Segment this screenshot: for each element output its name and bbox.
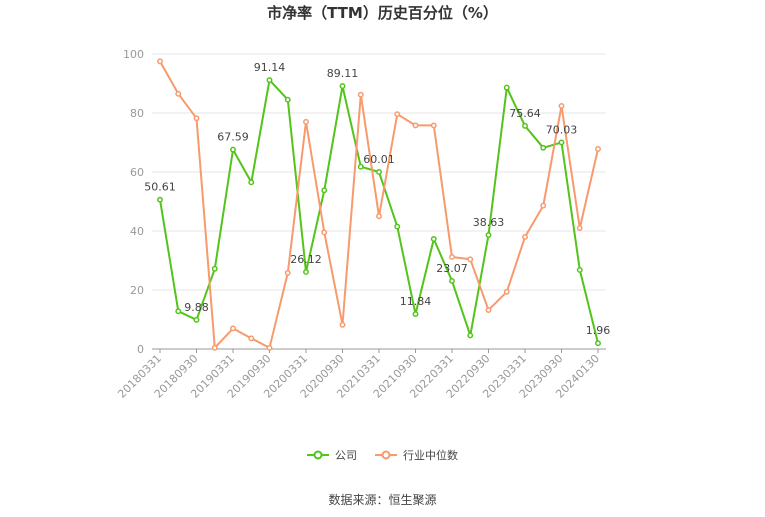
data-label: 9.88 [184, 301, 209, 314]
data-point-industry [303, 118, 309, 125]
legend-marker-company [307, 450, 329, 460]
data-point-industry [576, 225, 583, 232]
data-point-industry [558, 102, 565, 109]
legend-marker-industry [375, 450, 397, 460]
data-label: 60.01 [363, 153, 395, 166]
data-point-industry [540, 202, 547, 209]
data-point-industry [339, 321, 346, 328]
data-label: 26.12 [290, 253, 322, 266]
data-point-company [357, 163, 364, 170]
data-point-company [595, 340, 601, 347]
legend: 公司 行业中位数 [0, 447, 765, 463]
data-point-company [430, 236, 437, 242]
data-point-industry [430, 122, 437, 129]
legend-item-industry[interactable]: 行业中位数 [375, 447, 458, 463]
legend-label-industry: 行业中位数 [403, 449, 458, 462]
data-point-industry [211, 344, 218, 351]
data-point-company [449, 277, 455, 284]
data-point-company [248, 179, 255, 186]
data-point-company [284, 96, 291, 103]
y-tick-label: 40 [130, 225, 144, 238]
data-point-industry [595, 146, 601, 152]
data-point-company [211, 265, 218, 272]
data-point-industry [485, 307, 492, 314]
data-label: 38.63 [473, 216, 505, 229]
line-chart: 0204060801002018033120180930201903312019… [115, 48, 610, 401]
data-point-company [230, 146, 236, 153]
data-point-industry [376, 213, 382, 220]
y-tick-label: 80 [130, 107, 144, 120]
legend-item-company[interactable]: 公司 [307, 447, 357, 463]
data-label: 23.07 [436, 262, 468, 275]
data-point-industry [193, 115, 200, 122]
data-point-company [576, 266, 583, 273]
data-point-company [540, 144, 547, 151]
data-point-industry [503, 288, 510, 295]
source-note: 数据来源：恒生聚源 [328, 493, 437, 507]
data-point-company [339, 83, 346, 90]
data-label: 70.03 [546, 123, 578, 136]
data-point-company [522, 122, 528, 129]
data-label: 11.84 [400, 295, 432, 308]
data-point-company [321, 187, 328, 194]
y-tick-label: 100 [123, 48, 144, 61]
data-point-industry [175, 90, 182, 97]
y-tick-label: 60 [130, 166, 144, 179]
data-label: 91.14 [254, 61, 286, 74]
data-point-company [376, 169, 382, 175]
data-point-company [266, 77, 273, 84]
data-point-company [467, 332, 474, 339]
data-point-company [503, 84, 510, 91]
data-point-industry [266, 344, 273, 351]
data-point-industry [284, 269, 291, 276]
data-label: 1.96 [586, 324, 611, 337]
data-point-company [193, 316, 200, 323]
chart-title: 市净率（TTM）历史百分位（%） [267, 4, 498, 22]
data-point-industry [357, 91, 364, 98]
data-label-layer: 50.61 9.88 67.59 91.14 26.12 89.11 60.01 11.84 2… [144, 61, 610, 337]
data-point-industry [412, 122, 419, 129]
data-point-company [558, 139, 565, 146]
data-point-industry [467, 256, 474, 263]
series-layer [157, 58, 601, 351]
data-point-industry [230, 325, 236, 332]
data-point-industry [248, 335, 255, 342]
data-point-industry [449, 254, 455, 260]
legend-label-company: 公司 [335, 449, 357, 462]
data-point-industry [394, 111, 401, 118]
data-label: 89.11 [327, 67, 359, 80]
data-point-company [175, 308, 182, 315]
data-point-company [303, 268, 309, 275]
data-point-company [157, 196, 163, 203]
data-label: 67.59 [217, 131, 249, 144]
y-tick-label: 20 [130, 284, 144, 297]
data-point-industry [321, 229, 328, 236]
y-tick-label: 0 [137, 343, 144, 356]
data-point-company [485, 232, 492, 238]
data-point-industry [157, 58, 163, 65]
data-label: 75.64 [509, 107, 541, 120]
data-point-industry [522, 233, 528, 240]
data-point-company [394, 223, 401, 230]
data-label: 50.61 [144, 181, 176, 194]
series-line-industry [159, 60, 599, 349]
data-point-company [412, 311, 419, 318]
